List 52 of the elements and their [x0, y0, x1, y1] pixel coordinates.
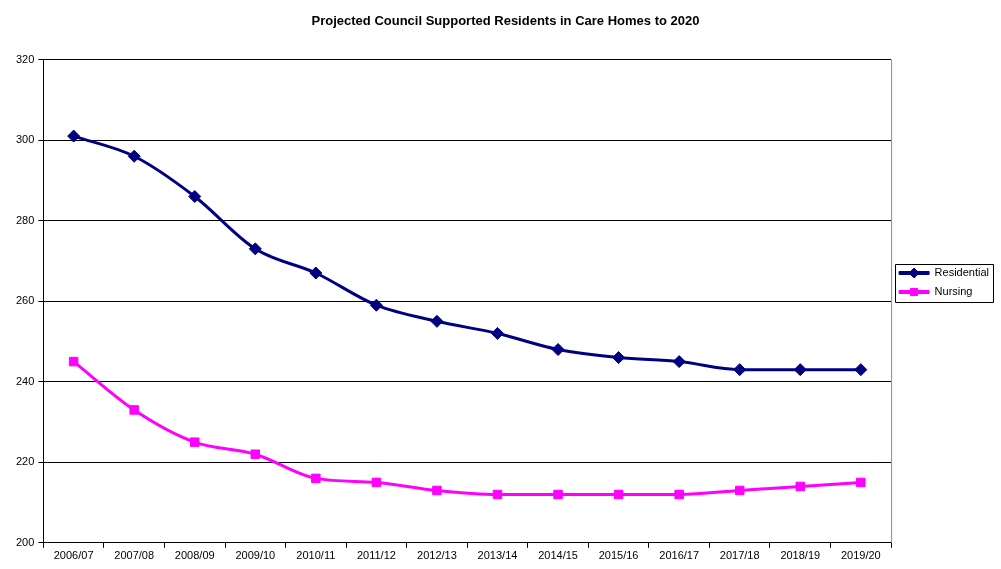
x-tick-label: 2018/19	[780, 549, 821, 562]
x-tick-label: 2016/17	[659, 549, 700, 562]
point	[67, 129, 81, 143]
point	[369, 298, 383, 312]
x-tick-label: 2009/10	[235, 549, 276, 562]
point	[430, 314, 444, 328]
x-tick-label: 2008/09	[174, 549, 215, 562]
legend-label: Nursing	[934, 285, 973, 298]
point	[734, 485, 745, 496]
point	[793, 363, 807, 377]
point	[553, 489, 563, 500]
point	[733, 363, 747, 377]
y-tick-label: 260	[15, 294, 35, 307]
x-tick-label: 2014/15	[538, 549, 578, 562]
point	[248, 242, 262, 256]
point	[371, 477, 382, 488]
y-tick-label: 240	[15, 374, 35, 387]
point	[432, 485, 442, 496]
legend-label: Residential	[934, 266, 989, 279]
point	[490, 326, 504, 340]
y-tick-label: 220	[15, 455, 35, 468]
x-tick-label: 2019/20	[840, 549, 881, 562]
x-tick-label: 2012/13	[417, 549, 457, 562]
point	[188, 190, 202, 204]
y-tick-label: 320	[15, 52, 35, 65]
point	[492, 489, 503, 500]
x-tick-label: 2011/12	[356, 549, 396, 562]
y-tick-label: 300	[15, 133, 35, 146]
x-tick-label: 2017/18	[719, 549, 760, 562]
point	[68, 356, 79, 367]
point	[189, 437, 200, 447]
x-tick-label: 2013/14	[477, 549, 518, 562]
point	[856, 477, 866, 488]
point	[551, 343, 565, 357]
point	[795, 481, 805, 492]
point	[674, 489, 684, 500]
point	[309, 266, 323, 280]
chart-title: Projected Council Supported Residents in Care Homes to 2020	[311, 13, 700, 29]
point	[672, 355, 686, 369]
point	[250, 449, 261, 459]
point	[613, 489, 624, 500]
x-tick-label: 2010/11	[296, 549, 336, 562]
x-tick-label: 2006/07	[53, 549, 94, 562]
y-tick-label: 280	[15, 213, 35, 226]
point	[127, 149, 141, 163]
point	[311, 473, 321, 484]
x-tick-label: 2015/16	[598, 549, 639, 562]
x-tick-label: 2007/08	[114, 549, 155, 562]
point	[129, 405, 139, 415]
point	[854, 363, 868, 377]
y-tick-label: 200	[15, 535, 35, 548]
point	[612, 351, 626, 365]
